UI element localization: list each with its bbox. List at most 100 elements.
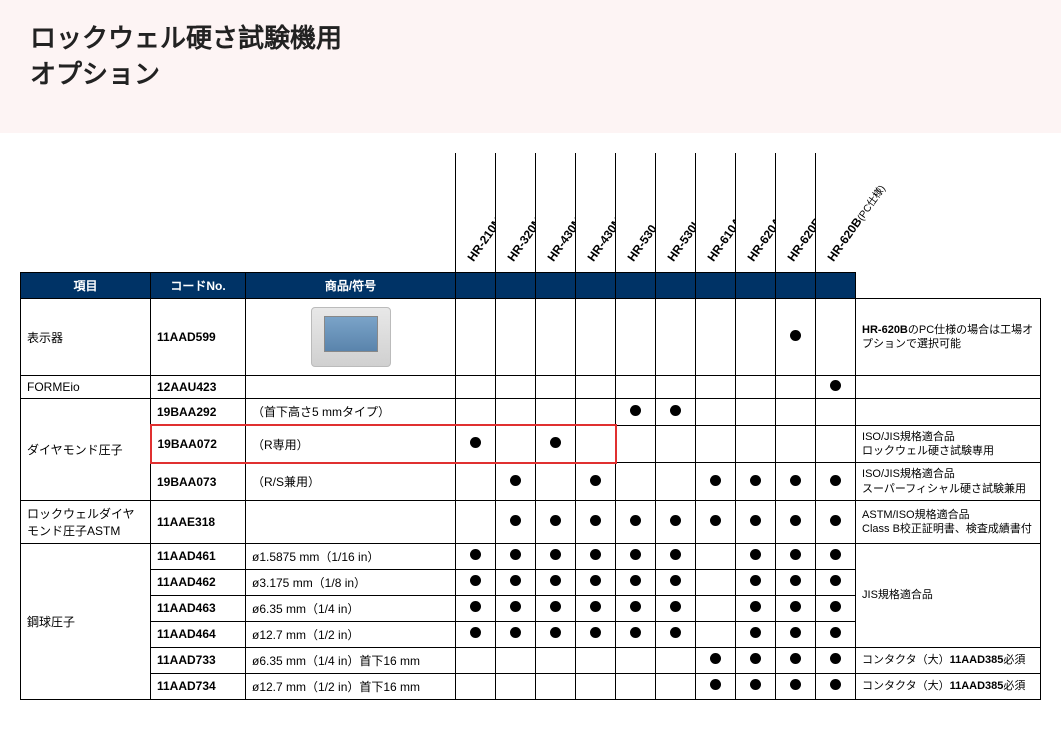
dot-icon [590, 627, 601, 638]
mark-cell [696, 569, 736, 595]
mark-cell [616, 425, 656, 463]
mark-cell [536, 647, 576, 673]
code-cell: 11AAE318 [151, 500, 246, 543]
page-title-line2: オプション [30, 56, 1031, 92]
dot-icon [510, 575, 521, 586]
note-cell: ISO/JIS規格適合品ロックウェル硬さ試験専用 [856, 425, 1041, 463]
mark-cell [576, 425, 616, 463]
mark-cell [536, 425, 576, 463]
col-model-1 [496, 273, 536, 299]
mark-cell [456, 569, 496, 595]
dot-icon [710, 679, 721, 690]
mark-cell [496, 399, 536, 426]
dot-icon [550, 515, 561, 526]
model-header-8: HR-620B(表示器仕様) [776, 153, 816, 273]
mark-cell [576, 621, 616, 647]
mark-cell [736, 299, 776, 376]
dot-icon [470, 437, 481, 448]
mark-cell [496, 425, 536, 463]
dot-icon [790, 627, 801, 638]
mark-cell [816, 299, 856, 376]
dot-icon [670, 405, 681, 416]
mark-cell [816, 673, 856, 699]
mark-cell [616, 543, 656, 569]
table-row: 11AAD733ø6.35 mm（1/4 in）首下16 mmコンタクタ（大）1… [21, 647, 1041, 673]
mark-cell [496, 595, 536, 621]
mark-cell [536, 595, 576, 621]
code-cell: 19BAA072 [151, 425, 246, 463]
model-header-5: HR-530L [656, 153, 696, 273]
mark-cell [616, 595, 656, 621]
table-row: 11AAD734ø12.7 mm（1/2 in）首下16 mmコンタクタ（大）1… [21, 673, 1041, 699]
mark-cell [696, 595, 736, 621]
model-header-7: HR-620A [736, 153, 776, 273]
mark-cell [536, 399, 576, 426]
dot-icon [670, 549, 681, 560]
mark-cell [776, 595, 816, 621]
mark-cell [776, 621, 816, 647]
table-row: 19BAA073（R/S兼用）ISO/JIS規格適合品スーパーフィシャル硬さ試験… [21, 463, 1041, 501]
mark-cell [576, 500, 616, 543]
code-cell: 11AAD464 [151, 621, 246, 647]
name-cell [246, 299, 456, 376]
dot-icon [590, 515, 601, 526]
dot-icon [550, 601, 561, 612]
mark-cell [816, 376, 856, 399]
dot-icon [590, 475, 601, 486]
dot-icon [750, 475, 761, 486]
model-header-3: HR-430MS [576, 153, 616, 273]
mark-cell [616, 399, 656, 426]
dot-icon [630, 405, 641, 416]
dot-icon [630, 601, 641, 612]
note-cell [856, 376, 1041, 399]
header-blank [21, 153, 456, 273]
mark-cell [736, 500, 776, 543]
mark-cell [536, 299, 576, 376]
mark-cell [616, 569, 656, 595]
code-cell: 11AAD463 [151, 595, 246, 621]
note-cell: JIS規格適合品 [856, 543, 1041, 647]
name-cell: ø6.35 mm（1/4 in） [246, 595, 456, 621]
mark-cell [456, 543, 496, 569]
dot-icon [670, 575, 681, 586]
col-model-0 [456, 273, 496, 299]
mark-cell [656, 399, 696, 426]
dot-icon [470, 627, 481, 638]
mark-cell [656, 425, 696, 463]
col-model-8 [776, 273, 816, 299]
name-cell: ø12.7 mm（1/2 in） [246, 621, 456, 647]
name-cell [246, 500, 456, 543]
dot-icon [750, 653, 761, 664]
dot-icon [510, 601, 521, 612]
mark-cell [736, 673, 776, 699]
mark-cell [776, 463, 816, 501]
mark-cell [776, 647, 816, 673]
dot-icon [470, 601, 481, 612]
mark-cell [816, 543, 856, 569]
mark-cell [696, 299, 736, 376]
mark-cell [656, 647, 696, 673]
options-table-wrap: HR-210MRHR-320MSHR-430MRHR-430MSHR-530HR… [0, 133, 1061, 700]
mark-cell [536, 621, 576, 647]
col-model-3 [576, 273, 616, 299]
mark-cell [616, 299, 656, 376]
col-item: 項目 [21, 273, 151, 299]
dot-icon [830, 627, 841, 638]
dot-icon [590, 601, 601, 612]
model-header-1: HR-320MS [496, 153, 536, 273]
dot-icon [630, 549, 641, 560]
dot-icon [670, 515, 681, 526]
mark-cell [496, 569, 536, 595]
code-cell: 11AAD599 [151, 299, 246, 376]
mark-cell [696, 500, 736, 543]
mark-cell [736, 621, 776, 647]
mark-cell [536, 673, 576, 699]
name-cell: ø12.7 mm（1/2 in）首下16 mm [246, 673, 456, 699]
dot-icon [510, 515, 521, 526]
item-cell: ダイヤモンド圧子 [21, 399, 151, 501]
mark-cell [536, 376, 576, 399]
mark-cell [696, 425, 736, 463]
dot-icon [550, 437, 561, 448]
dot-icon [590, 549, 601, 560]
dot-icon [630, 627, 641, 638]
